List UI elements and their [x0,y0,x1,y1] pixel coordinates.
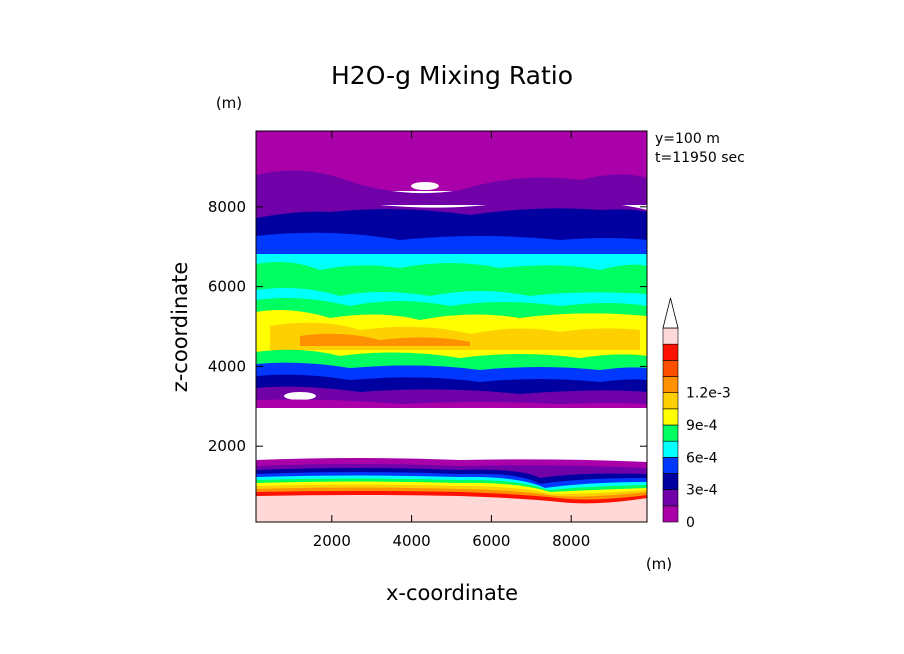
plot-area [256,131,647,522]
x-unit-label: (m) [646,555,672,573]
colorbar-segment [662,376,679,393]
colorbar-tick-label: 6e-4 [686,450,718,466]
colorbar-segment [662,457,679,474]
x-axis: 2000 4000 6000 8000 [313,131,590,550]
colorbar-segment [662,408,679,426]
plot-frame [255,130,648,523]
colorbar-segment [662,343,679,361]
annotation-t: t=11950 sec [655,150,745,166]
y-tick-label: 6000 [208,278,246,296]
x-tick-label: 6000 [472,532,510,550]
colorbar-extend-arrow [662,297,679,329]
colorbar-tick-label: 1.2e-3 [686,386,731,402]
colorbar-segment [662,489,679,507]
y-tick-label: 8000 [208,198,246,216]
annotation-y: y=100 m [655,131,720,147]
x-tick-label: 8000 [552,532,590,550]
colorbar-segment [662,392,679,410]
x-axis-label: x-coordinate [386,581,518,605]
colorbar: 0 3e-4 6e-4 9e-4 1.2e-3 [662,297,731,531]
chart-title: H2O-g Mixing Ratio [331,61,573,90]
colorbar-segment [662,424,679,442]
y-axis-label: z-coordinate [168,262,192,393]
y-tick-label: 2000 [208,437,246,455]
y-tick-label: 4000 [208,357,246,375]
x-tick-label: 4000 [393,532,431,550]
colorbar-segment [662,327,679,345]
colorbar-tick-label: 0 [686,515,695,531]
x-tick-label: 2000 [313,532,351,550]
colorbar-tick-label: 3e-4 [686,483,718,499]
colorbar-segment [662,440,679,458]
y-unit-label: (m) [216,94,242,112]
colorbar-segment [662,360,679,377]
y-axis: 2000 4000 6000 8000 [208,198,647,455]
colorbar-segment [662,505,679,523]
colorbar-tick-label: 9e-4 [686,418,718,434]
colorbar-segment [662,473,679,490]
